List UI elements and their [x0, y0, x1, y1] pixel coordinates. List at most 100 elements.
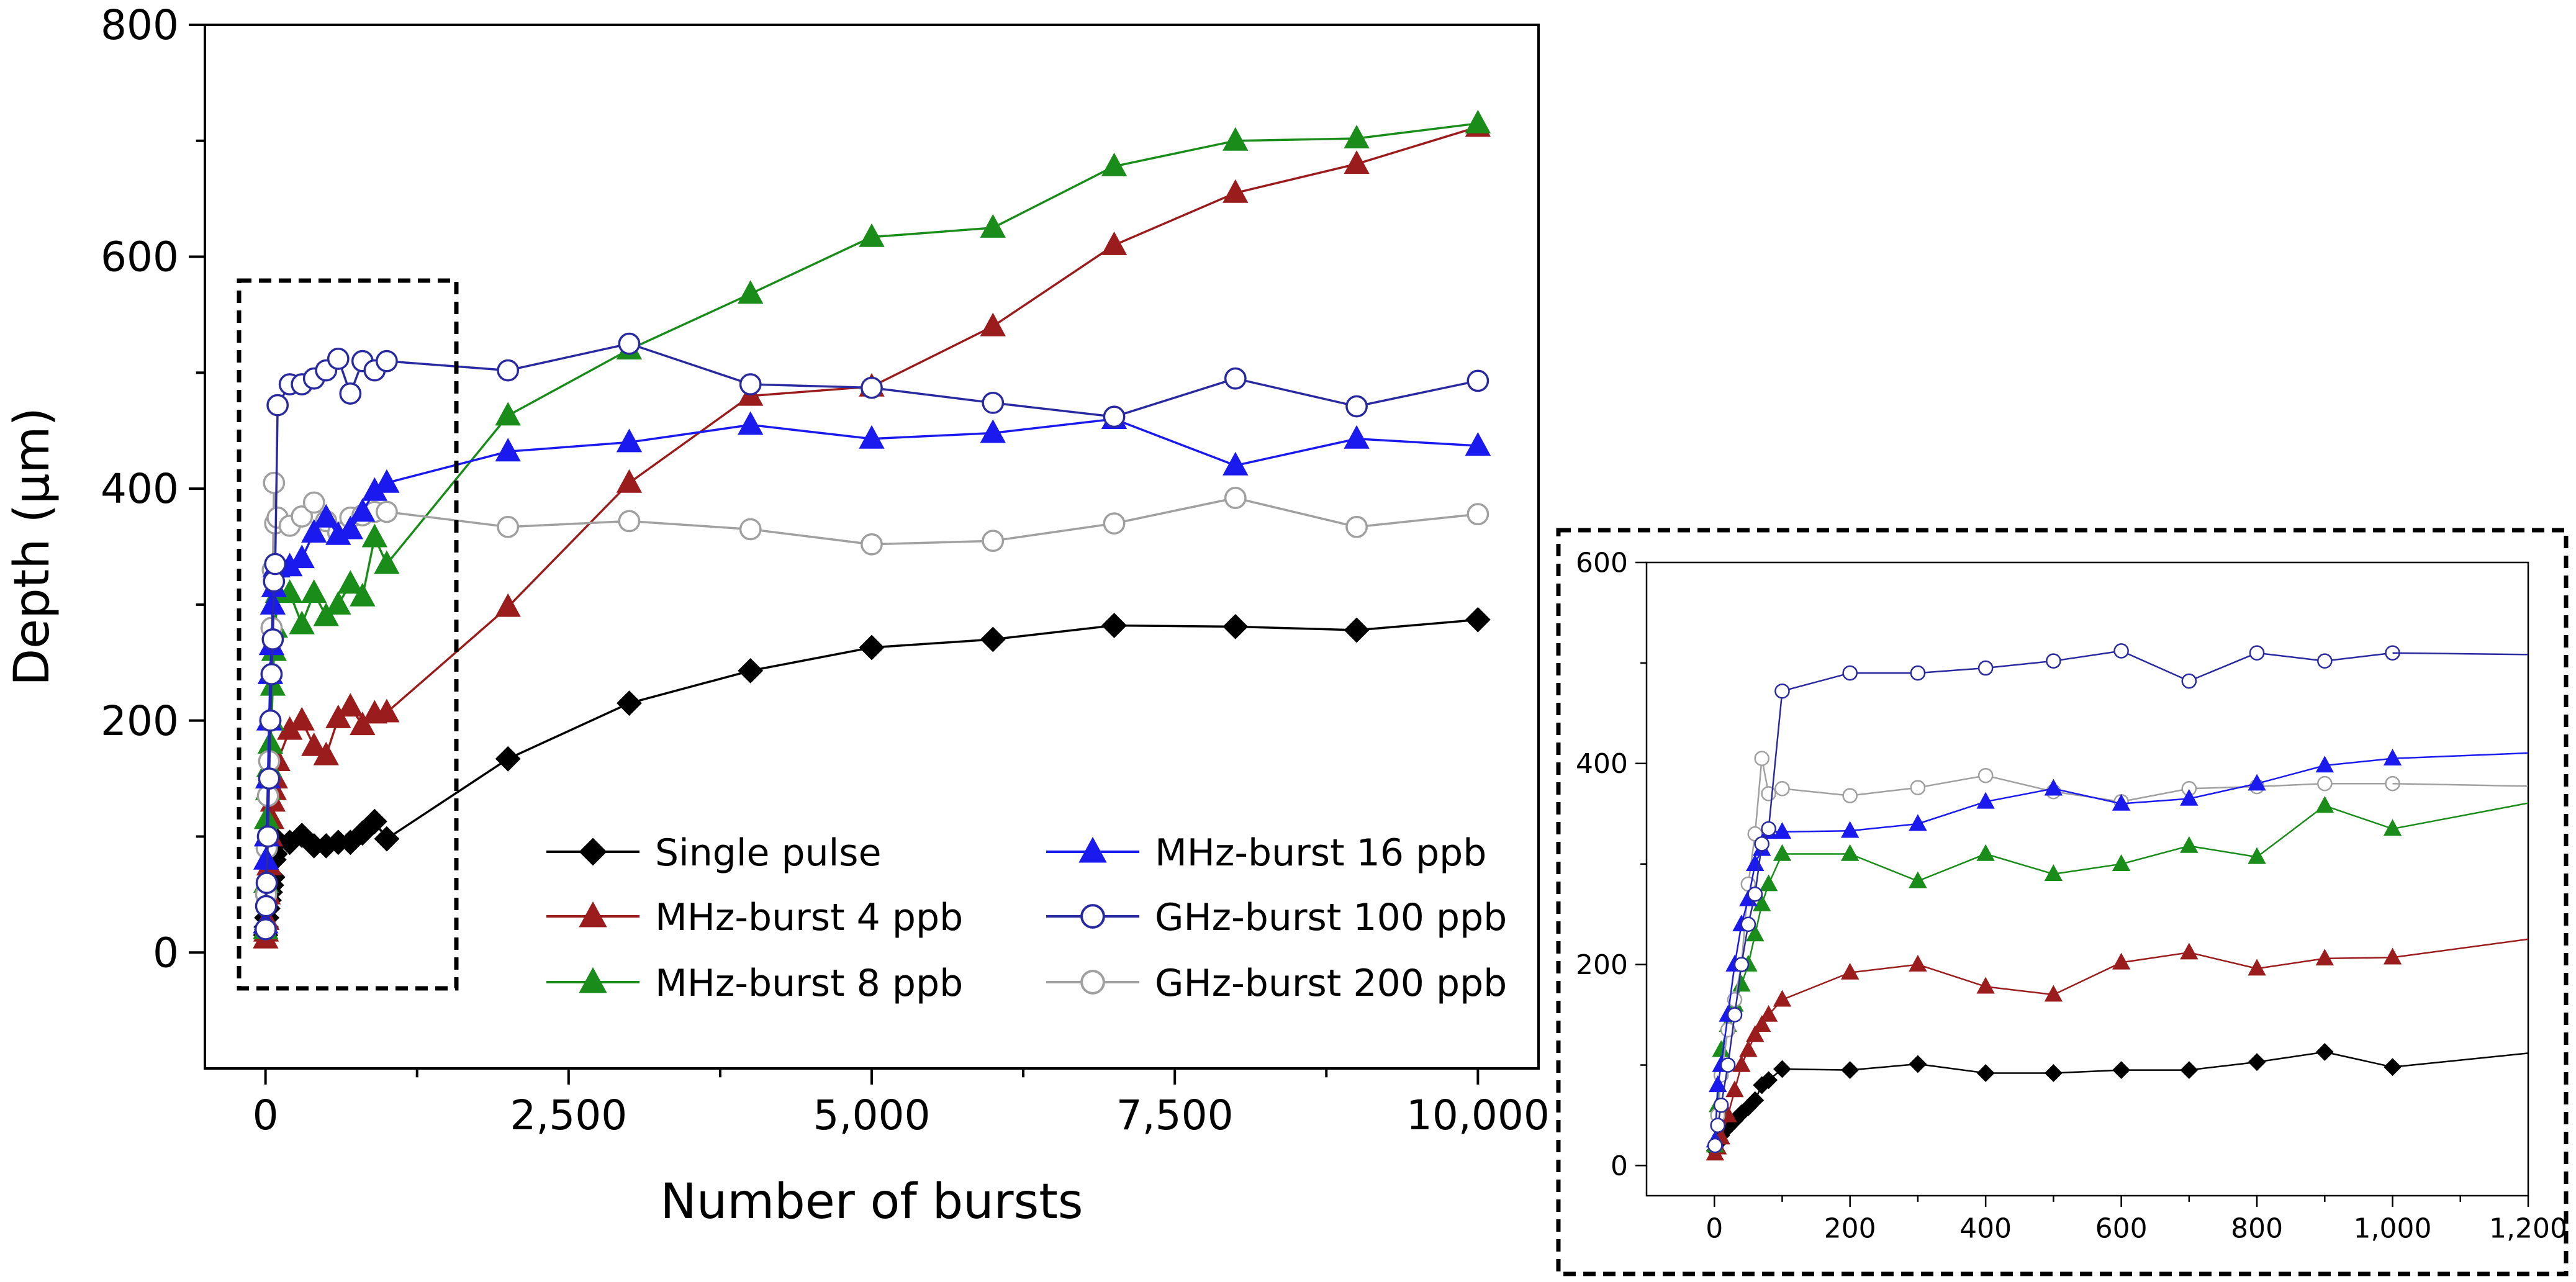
inset-data-point: [2248, 1053, 2266, 1072]
legend-marker: [579, 967, 607, 993]
inset-data-point: [1910, 665, 1926, 681]
main-data-point: [495, 746, 521, 772]
main-y-tick-label: 800: [101, 1, 179, 49]
main-data-point: [301, 732, 327, 756]
main-data-point: [497, 359, 520, 382]
inset-dashed-frame: [1556, 528, 2569, 1276]
main-data-point: [982, 391, 1005, 414]
inset-data-point: [1976, 844, 1995, 861]
legend-item-ghz-burst-100-ppb: GHz-burst 100 ppb: [1046, 896, 1507, 939]
inset-x-tick-label: 1,200: [2489, 1212, 2567, 1244]
main-data-point: [289, 706, 315, 731]
legend-marker: [1078, 836, 1107, 863]
inset-data-point: [1977, 767, 1994, 783]
inset-data-point: [1740, 916, 1756, 932]
inset-data-point: [2249, 645, 2265, 661]
main-series-line: [264, 618, 1478, 936]
main-series-line: [264, 125, 1478, 939]
main-data-point: [337, 515, 364, 539]
inset-data-point: [2112, 793, 2131, 811]
inset-data-point: [1739, 1040, 1758, 1057]
main-y-tick-label: 600: [101, 233, 179, 281]
inset-data-point: [2315, 949, 2334, 966]
inset-data-point: [1753, 894, 1771, 911]
inset-y-tick-label: 600: [1576, 547, 1628, 579]
inset-data-point: [1841, 821, 1860, 838]
inset-data-point: [1727, 991, 1743, 1008]
main-data-point: [618, 510, 641, 533]
inset-series-line-extension: [2392, 938, 2528, 959]
inset-data-point: [1976, 792, 1995, 809]
main-data-point: [739, 518, 762, 541]
inset-data-point: [2112, 854, 2131, 871]
inset-series-ghz-burst-100-ppb: [1707, 643, 2528, 1153]
inset-data-point: [2113, 643, 2129, 659]
main-data-point: [266, 394, 289, 417]
main-data-point: [261, 628, 284, 651]
inset-data-point: [2180, 836, 2199, 853]
main-data-point: [980, 626, 1006, 652]
inset-y-tick-label: 400: [1576, 748, 1628, 780]
main-data-point: [495, 402, 521, 426]
main-data-point: [254, 918, 277, 941]
main-data-point: [374, 469, 400, 493]
inset-series-line-extension: [2392, 782, 2528, 787]
inset-data-point: [2248, 774, 2266, 791]
main-data-point: [1103, 512, 1126, 535]
main-data-point: [256, 825, 279, 848]
inset-x-tick-label: 200: [1824, 1212, 1876, 1244]
inset-data-point: [1754, 836, 1769, 852]
main-data-point: [1101, 152, 1128, 176]
inset-data-point: [1732, 1055, 1751, 1072]
main-data-point: [301, 519, 327, 543]
main-data-point: [289, 544, 315, 569]
inset-data-point: [1842, 665, 1858, 681]
main-y-tick-label: 0: [153, 929, 179, 977]
inset-data-point: [1977, 660, 1994, 676]
inset-data-point: [2046, 653, 2061, 669]
inset-data-point: [1842, 788, 1858, 803]
main-data-point: [1103, 405, 1126, 428]
main-data-point: [1345, 395, 1368, 418]
inset-data-point: [1909, 871, 1927, 888]
inset-data-point: [1774, 683, 1790, 699]
inset-data-point: [1713, 1097, 1729, 1113]
inset-data-point: [1710, 1117, 1725, 1133]
inset-data-point: [2180, 1061, 2199, 1080]
inset-data-point: [1760, 1071, 1778, 1090]
inset-data-point: [1774, 780, 1790, 797]
inset-x-tick-label: 0: [1706, 1212, 1723, 1244]
main-data-point: [350, 582, 376, 607]
main-data-point: [361, 808, 387, 834]
inset-data-point: [2180, 942, 2199, 960]
inset-data-point: [1909, 954, 1927, 972]
main-data-point: [1465, 431, 1491, 456]
inset-x-tick-label: 800: [2231, 1212, 2283, 1244]
main-x-tick-label: 7,500: [1116, 1091, 1234, 1139]
main-x-tick-label: 5,000: [813, 1091, 931, 1139]
inset-data-point: [2112, 1061, 2131, 1080]
inset-data-point: [1761, 786, 1776, 801]
legend-marker: [579, 837, 607, 866]
inset-data-point: [1720, 1057, 1736, 1073]
legend-item-ghz-burst-200-ppb: GHz-burst 200 ppb: [1046, 962, 1507, 1005]
inset-data-point: [1746, 924, 1765, 942]
legend: Single pulse MHz-burst 16 ppb MHz-burst 4 …: [546, 831, 1507, 1005]
main-data-point: [980, 214, 1006, 238]
inset-data-point: [2317, 653, 2333, 669]
main-data-point: [376, 500, 398, 523]
legend-label: MHz-burst 4 ppb: [655, 896, 963, 939]
inset-data-point: [1761, 821, 1776, 837]
inset-data-point: [2315, 756, 2334, 773]
inset-data-point: [1976, 1064, 1995, 1082]
legend-label: MHz-burst 8 ppb: [655, 962, 963, 1005]
inset-series-line-extension: [2392, 802, 2528, 830]
main-y-tick-label: 400: [101, 465, 179, 513]
main-data-point: [313, 503, 339, 528]
main-data-point: [337, 693, 364, 717]
main-data-point: [327, 348, 350, 370]
main-y-tick-label: 200: [101, 697, 179, 745]
main-data-point: [497, 515, 520, 538]
inset-data-point: [1841, 844, 1860, 861]
legend-label: GHz-burst 100 ppb: [1155, 896, 1507, 939]
